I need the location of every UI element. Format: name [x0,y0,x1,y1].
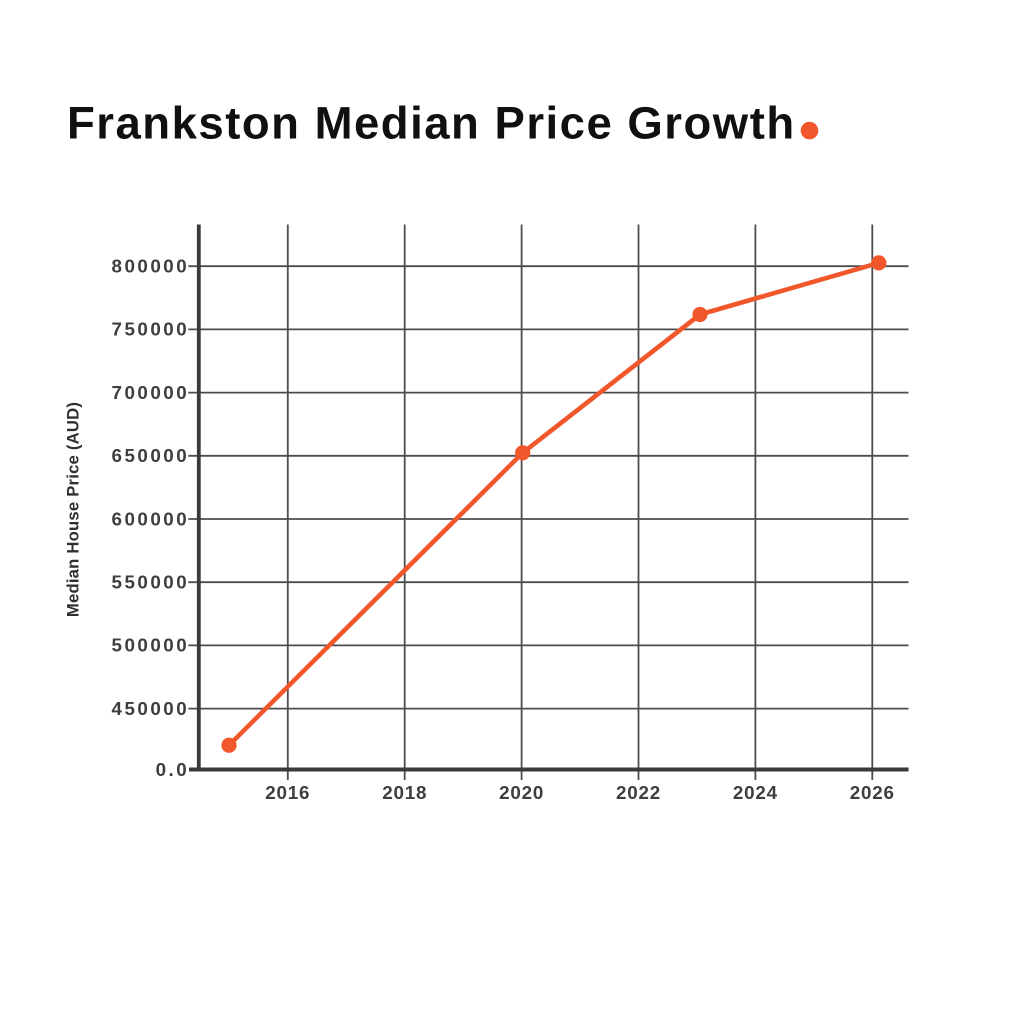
svg-text:700000: 700000 [112,382,190,403]
svg-text:2022: 2022 [616,782,661,803]
svg-text:800000: 800000 [112,256,190,277]
svg-text:550000: 550000 [112,572,190,593]
svg-text:0.0: 0.0 [156,759,190,780]
svg-text:2024: 2024 [733,782,778,803]
svg-text:2026: 2026 [850,782,895,803]
svg-text:600000: 600000 [112,508,190,529]
svg-text:750000: 750000 [112,319,190,340]
svg-text:500000: 500000 [112,635,190,656]
svg-text:2018: 2018 [382,782,427,803]
svg-text:Frankston Median Price Growth: Frankston Median Price Growth [67,98,796,149]
svg-text:2020: 2020 [499,782,544,803]
svg-text:450000: 450000 [112,698,190,719]
svg-text:650000: 650000 [112,445,190,466]
svg-text:Median House Price (AUD): Median House Price (AUD) [64,402,83,617]
svg-text:2016: 2016 [265,782,310,803]
